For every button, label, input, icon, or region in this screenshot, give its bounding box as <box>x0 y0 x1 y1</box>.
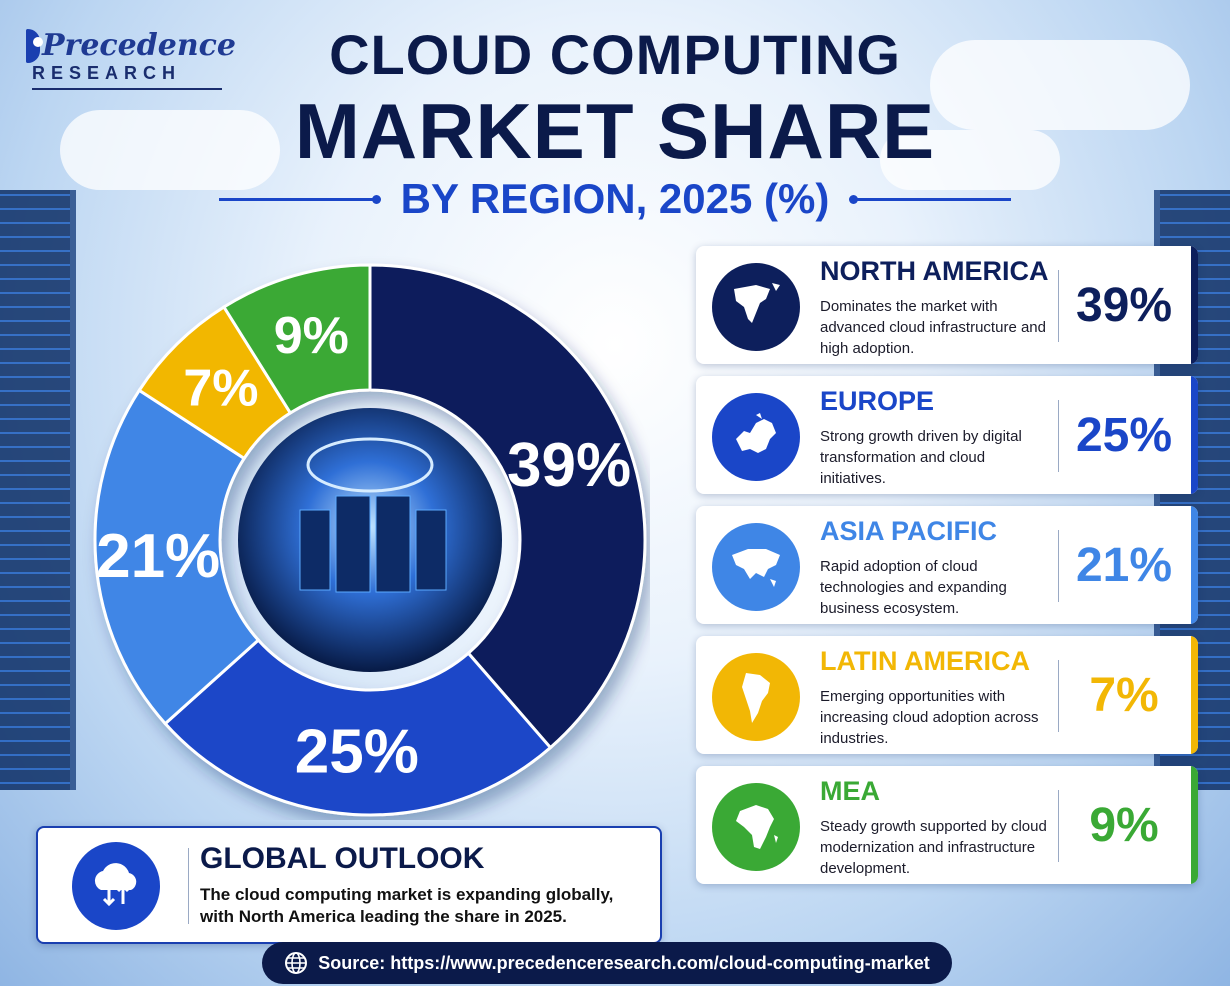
brand-name: Precedence <box>41 28 236 63</box>
region-name: EUROPE <box>820 386 935 416</box>
donut-label-mea: 9% <box>274 307 349 365</box>
region-cards: NORTH AMERICA Dominates the market with … <box>696 246 1198 896</box>
subtitle-line-left <box>218 194 381 204</box>
logo-mark-icon <box>26 28 43 63</box>
subtitle-row: BY REGION, 2025 (%) <box>0 175 1230 223</box>
card-accent <box>1191 766 1198 884</box>
page-title-line2: MARKET SHARE <box>294 87 936 175</box>
donut-slice-mea <box>221 263 372 415</box>
region-name: ASIA PACIFIC <box>820 516 998 546</box>
region-desc: Steady growth supported by cloud moderni… <box>820 818 1047 877</box>
divider <box>1058 400 1059 472</box>
donut-label-europe: 25% <box>295 718 419 787</box>
africa-map-icon <box>712 783 800 871</box>
divider <box>1058 530 1059 602</box>
region-card-mea: MEA Steady growth supported by cloud mod… <box>696 766 1198 884</box>
global-outlook-box: GLOBAL OUTLOOK The cloud computing marke… <box>36 826 662 944</box>
brand-logo: Precedence RESEARCH <box>26 28 236 90</box>
server-rack-left <box>0 190 76 790</box>
page-title-line1: CLOUD COMPUTING <box>329 23 901 86</box>
donut-slice-north-america <box>368 263 647 750</box>
brand-sub: RESEARCH <box>32 63 222 90</box>
region-desc: Dominates the market with advanced cloud… <box>820 298 1046 357</box>
region-value: 39% <box>1075 279 1173 332</box>
south-america-map-icon <box>712 653 800 741</box>
region-desc: Emerging opportunities with increasing c… <box>820 688 1039 747</box>
divider <box>1058 790 1059 862</box>
donut-label-north-america: 39% <box>507 431 631 500</box>
card-accent <box>1191 246 1198 364</box>
card-accent <box>1191 506 1198 624</box>
north-america-map-icon <box>712 263 800 351</box>
region-name: NORTH AMERICA <box>820 256 1049 286</box>
donut-label-asia-pacific: 21% <box>96 522 220 591</box>
cloud-transfer-icon <box>72 842 160 930</box>
donut-slice-asia-pacific <box>93 388 261 726</box>
region-card-europe: EUROPE Strong growth driven by digital t… <box>696 376 1198 494</box>
globe-icon <box>284 951 308 975</box>
donut-chart: 39% 25% 21% 7% 9% <box>93 263 647 817</box>
card-accent <box>1191 636 1198 754</box>
region-card-asia-pacific: ASIA PACIFIC Rapid adoption of cloud tec… <box>696 506 1198 624</box>
subtitle-line-right <box>849 194 1012 204</box>
source-link[interactable]: Source: https://www.precedenceresearch.c… <box>318 952 930 973</box>
cloud-decoration <box>930 40 1190 130</box>
donut-slice-europe <box>163 638 553 817</box>
donut-label-latin-america: 7% <box>183 360 258 418</box>
source-bar: Source: https://www.precedenceresearch.c… <box>262 942 952 984</box>
cloud-decoration <box>60 110 280 190</box>
divider <box>1058 660 1059 732</box>
region-card-north-america: NORTH AMERICA Dominates the market with … <box>696 246 1198 364</box>
europe-map-icon <box>712 393 800 481</box>
outlook-text: The cloud computing market is expanding … <box>200 885 614 926</box>
region-card-latin-america: LATIN AMERICA Emerging opportunities wit… <box>696 636 1198 754</box>
asia-map-icon <box>712 523 800 611</box>
region-desc: Rapid adoption of cloud technologies and… <box>820 558 1007 617</box>
page-subtitle: BY REGION, 2025 (%) <box>400 175 830 222</box>
region-name: MEA <box>820 776 880 806</box>
center-server-illustration <box>299 437 447 593</box>
region-value: 9% <box>1089 799 1159 852</box>
card-accent <box>1191 376 1198 494</box>
region-value: 25% <box>1075 409 1173 462</box>
region-name: LATIN AMERICA <box>820 646 1030 676</box>
region-value: 7% <box>1089 669 1159 722</box>
divider <box>1058 270 1059 342</box>
divider <box>188 848 189 924</box>
region-value: 21% <box>1075 539 1173 592</box>
region-desc: Strong growth driven by digital transfor… <box>820 428 1022 487</box>
outlook-heading: GLOBAL OUTLOOK <box>200 842 485 875</box>
cloud-decoration <box>880 130 1060 190</box>
